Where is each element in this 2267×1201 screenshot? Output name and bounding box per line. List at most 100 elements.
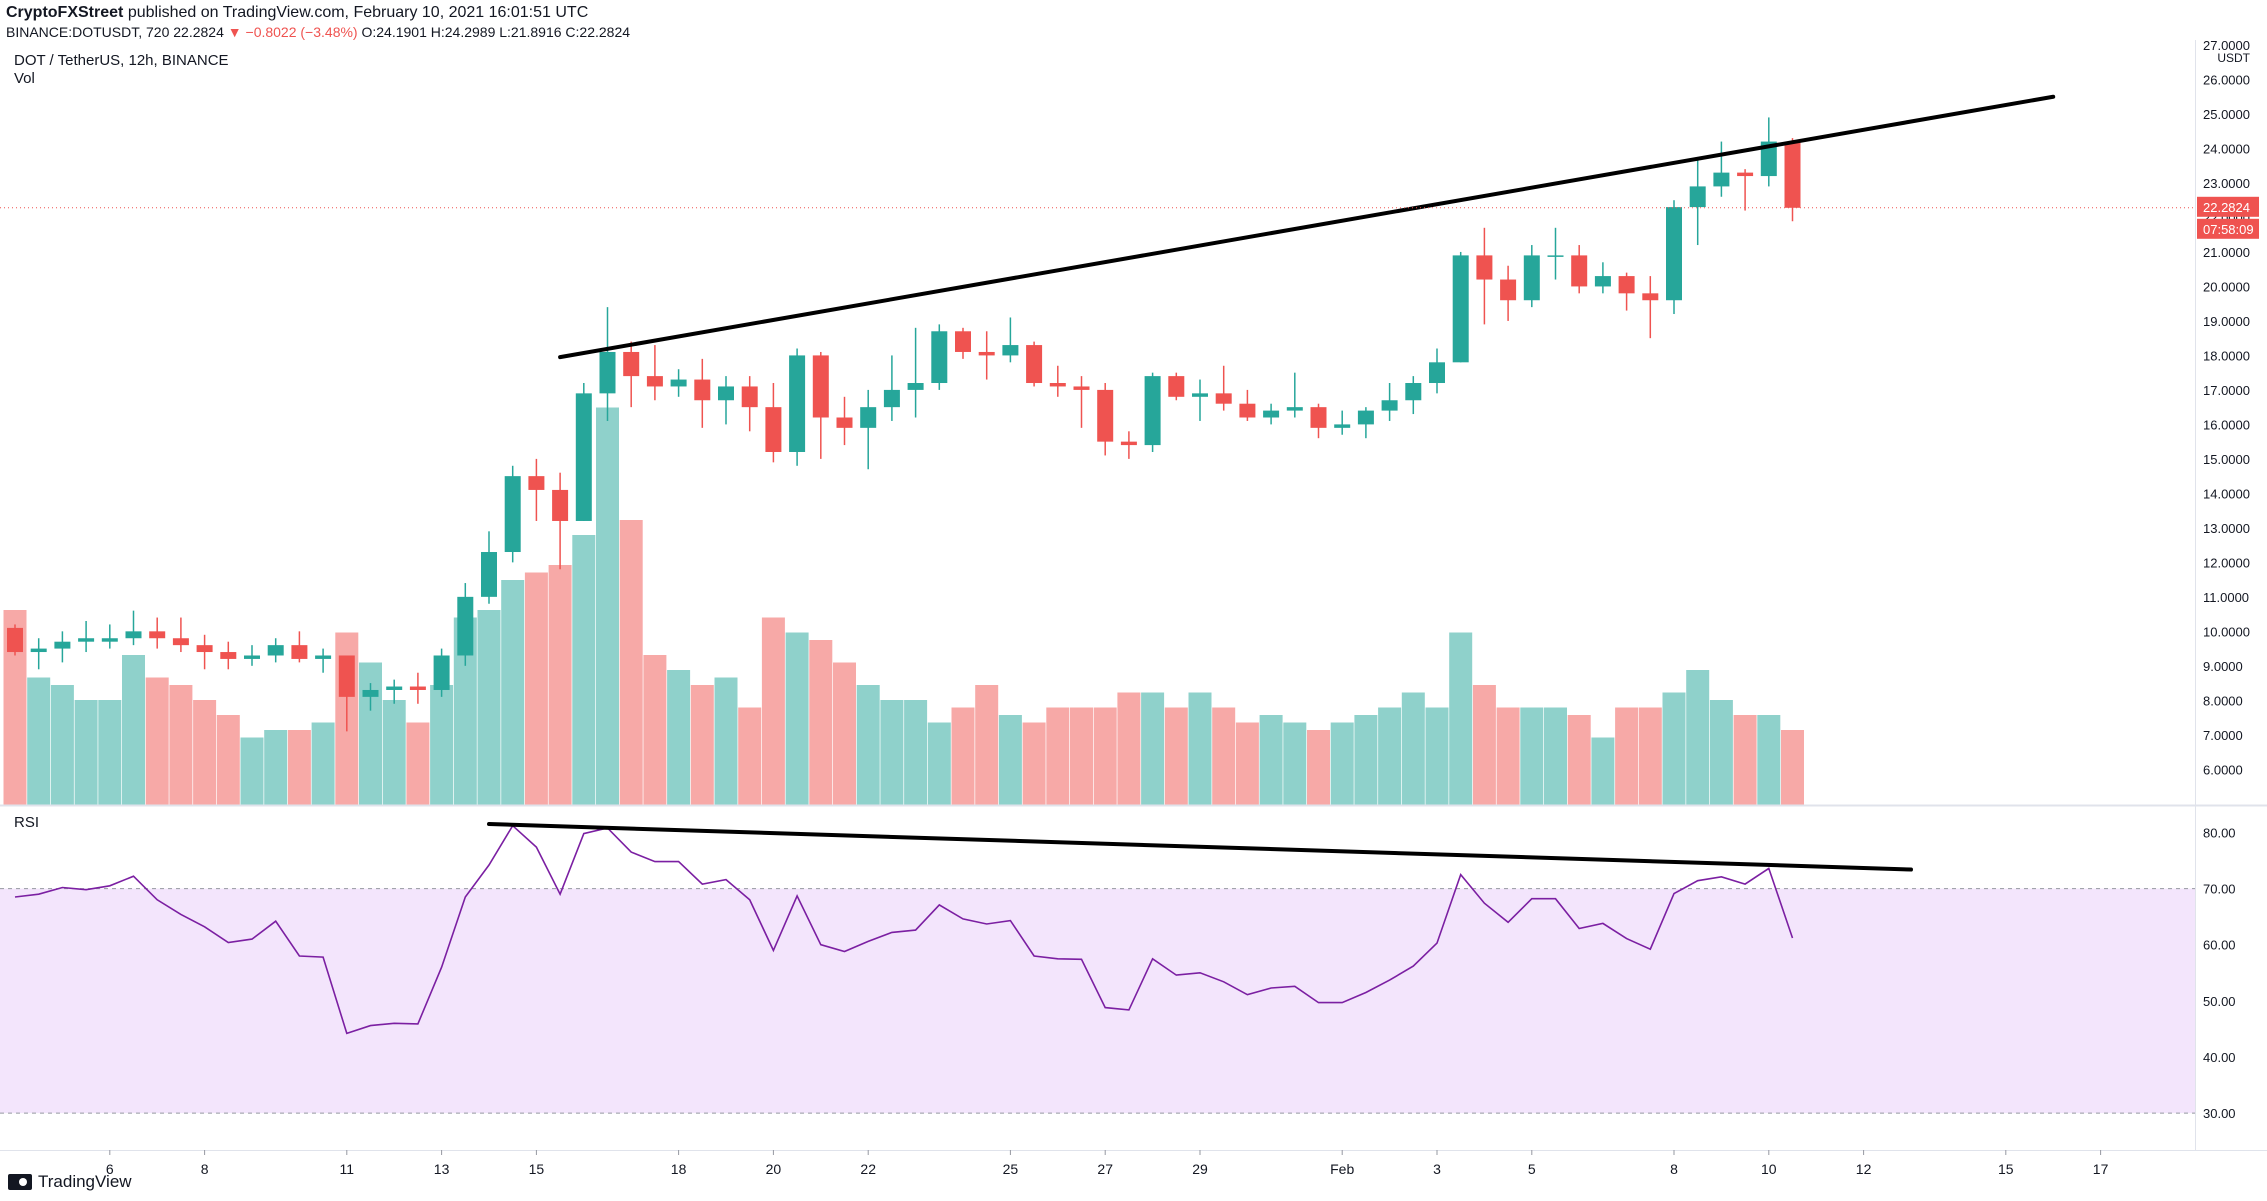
volume-bar <box>1425 707 1449 805</box>
tradingview-logo-icon <box>8 1174 32 1190</box>
price-tick-label: 12.0000 <box>2203 555 2250 570</box>
price-tick-label: 21.0000 <box>2203 245 2250 260</box>
time-tick-label: 29 <box>1192 1161 1208 1177</box>
price-tick-label: 8.0000 <box>2203 693 2243 708</box>
price-tick-label: 26.0000 <box>2203 72 2250 87</box>
candle-body <box>291 645 308 659</box>
candle-body <box>1073 386 1090 390</box>
candle-body <box>149 631 166 639</box>
volume-bar <box>1520 707 1544 805</box>
volume-bar <box>1709 700 1733 805</box>
candle-body <box>504 476 521 553</box>
candle-body <box>836 417 853 428</box>
time-tick-label: 22 <box>860 1161 876 1177</box>
volume-bar <box>1615 707 1639 805</box>
time-tick-label: 6 <box>106 1161 114 1177</box>
candle-body <box>172 638 189 646</box>
price-tick-label: 10.0000 <box>2203 624 2250 639</box>
candle-body <box>1049 383 1066 387</box>
candle-body <box>1594 276 1611 287</box>
volume-bar <box>1283 722 1307 805</box>
volume-bar <box>1638 707 1662 805</box>
candle-body <box>1666 207 1682 301</box>
price-change: ▼ −0.8022 (−3.48%) <box>227 24 358 40</box>
tradingview-logo[interactable]: TradingView <box>8 1172 132 1192</box>
candle-body <box>1026 345 1043 384</box>
volume-bar <box>1401 692 1425 805</box>
candle-body <box>718 386 734 401</box>
price-tick-label: 27.0000 <box>2203 38 2250 53</box>
candle-body <box>386 686 403 690</box>
candle-body <box>765 407 782 452</box>
candle-body <box>1192 393 1208 397</box>
volume-bar <box>548 565 572 805</box>
time-tick-label: 15 <box>529 1161 545 1177</box>
volume-bar <box>1235 722 1259 805</box>
volume-bar <box>904 700 928 805</box>
price-tick-label: 24.0000 <box>2203 141 2250 156</box>
volume-bar <box>1212 707 1236 805</box>
candle-body <box>1689 186 1706 208</box>
volume-bar <box>1330 722 1354 805</box>
volume-bar <box>264 730 288 805</box>
price-tick-label: 19.0000 <box>2203 314 2250 329</box>
volume-bar <box>667 670 691 805</box>
candle-body <box>125 631 142 639</box>
rsi-trendline <box>487 822 1913 872</box>
price-trendline <box>558 94 2056 360</box>
candle-body <box>1500 279 1517 301</box>
volume-bar <box>98 700 122 805</box>
volume-bar <box>3 610 27 805</box>
candle-body <box>623 351 640 377</box>
last-price-badge <box>2197 196 2259 217</box>
price-tick-label: 13.0000 <box>2203 521 2250 536</box>
price-axis-unit: USDT <box>2217 51 2250 65</box>
volume-bar <box>738 707 762 805</box>
time-tick-label: 20 <box>766 1161 782 1177</box>
tradingview-logo-text: TradingView <box>38 1172 132 1191</box>
candle-body <box>528 476 545 490</box>
volume-bar <box>975 685 999 805</box>
volume-bar <box>1117 692 1141 805</box>
volume-bar <box>122 655 145 805</box>
volume-bar <box>1046 707 1070 805</box>
time-tick-label: 10 <box>1761 1161 1777 1177</box>
candle-body <box>955 331 971 352</box>
volume-bar <box>761 617 785 805</box>
price-tick-label: 9.0000 <box>2203 659 2243 674</box>
price-tick-label: 7.0000 <box>2203 728 2243 743</box>
volume-bar <box>951 707 975 805</box>
volume-bar <box>430 685 454 805</box>
candle-body <box>1381 400 1398 411</box>
volume-bar <box>596 407 619 805</box>
candle-body <box>1002 345 1019 356</box>
volume-bar <box>1662 692 1686 805</box>
time-tick-label: 18 <box>671 1161 687 1177</box>
volume-bar <box>1259 715 1283 805</box>
price-tick-label: 25.0000 <box>2203 107 2250 122</box>
candle-body <box>1097 389 1114 442</box>
candle-body <box>1429 362 1445 384</box>
publisher-name[interactable]: CryptoFXStreet <box>6 4 124 21</box>
ticker-line: BINANCE:DOTUSDT, 720 <box>6 24 170 40</box>
volume-bar <box>1591 737 1615 805</box>
price-tick-label: 14.0000 <box>2203 486 2250 501</box>
candle-body <box>78 638 95 642</box>
candle-body <box>789 355 806 452</box>
candle-body <box>812 355 829 418</box>
candle-body <box>1263 410 1280 418</box>
candle-body <box>741 386 758 408</box>
price-tick-label: 23.0000 <box>2203 176 2250 191</box>
volume-bar <box>382 700 406 805</box>
volume-bar <box>1544 707 1567 805</box>
candle-body <box>1642 293 1659 301</box>
candle-body <box>457 596 474 656</box>
candle-body <box>7 627 23 653</box>
candle-body <box>1713 172 1730 187</box>
volume-bar <box>1686 670 1710 805</box>
volume-bar <box>169 685 193 805</box>
candle-body <box>860 407 877 428</box>
publish-header: CryptoFXStreet published on TradingView.… <box>6 4 630 40</box>
candle-body <box>670 379 687 387</box>
